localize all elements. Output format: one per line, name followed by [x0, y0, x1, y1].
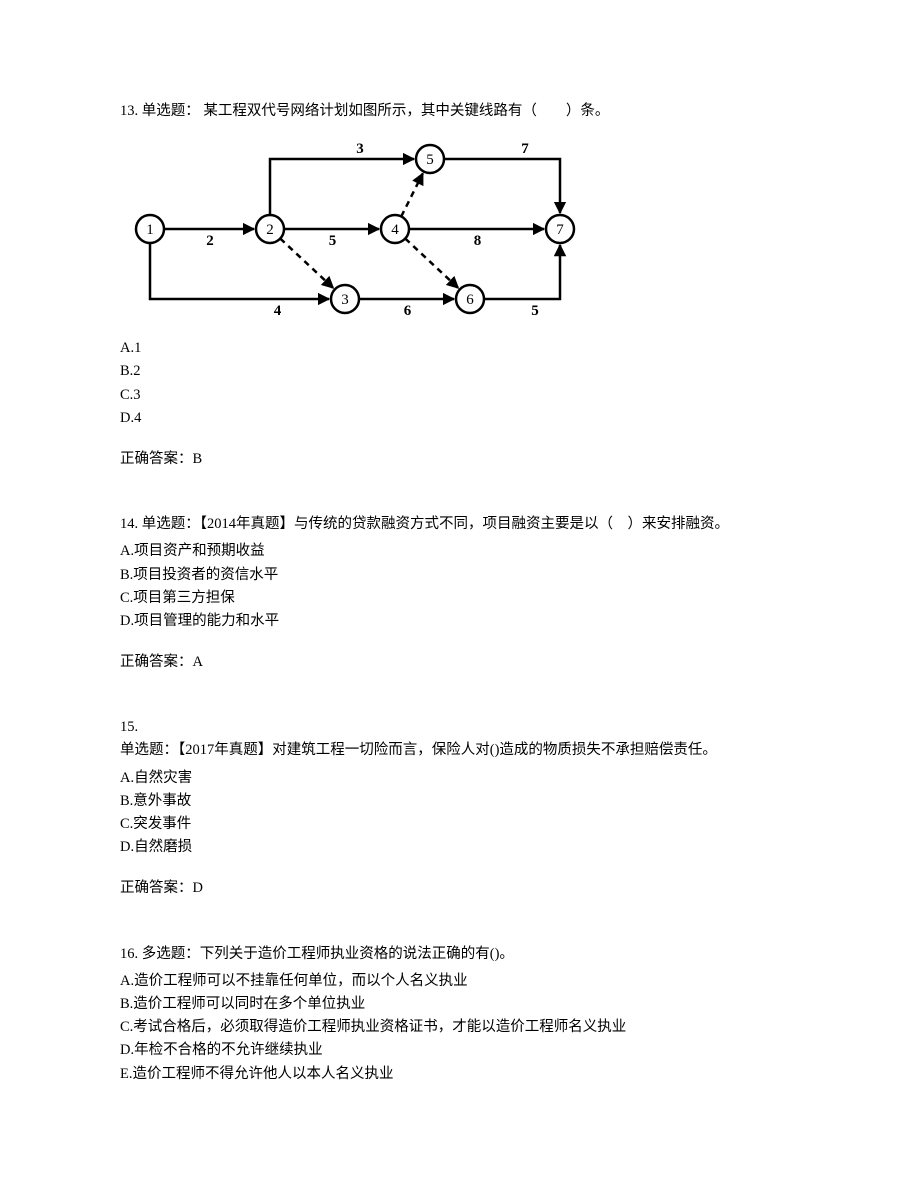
q15-options: A.自然灾害 B.意外事故 C.突发事件 D.自然磨损 [120, 767, 800, 860]
q15-option-b: B.意外事故 [120, 790, 800, 813]
question-15: 15. 单选题：【2017年真题】对建筑工程一切险而言，保险人对()造成的物质损… [120, 716, 800, 900]
q13-answer: 正确答案：B [120, 448, 800, 471]
q14-option-d: D.项目管理的能力和水平 [120, 610, 800, 633]
svg-text:2: 2 [206, 233, 214, 249]
svg-text:5: 5 [531, 303, 539, 319]
svg-text:5: 5 [426, 152, 434, 168]
svg-text:3: 3 [341, 292, 349, 308]
q15-option-d: D.自然磨损 [120, 836, 800, 859]
q16-option-e: E.造价工程师不得允许他人以本人名义执业 [120, 1063, 800, 1086]
svg-text:4: 4 [274, 303, 282, 319]
svg-text:2: 2 [266, 222, 274, 238]
q16-type: 多选题： [142, 946, 200, 962]
svg-text:4: 4 [391, 222, 399, 238]
question-14: 14. 单选题：【2014年真题】与传统的贷款融资方式不同，项目融资主要是以（ … [120, 513, 800, 674]
q16-option-b: B.造价工程师可以同时在多个单位执业 [120, 993, 800, 1016]
q15-stem-text: 对建筑工程一切险而言，保险人对()造成的物质损失不承担赔偿责任。 [272, 742, 717, 758]
q15-option-a: A.自然灾害 [120, 767, 800, 790]
q15-number: 15. [120, 719, 138, 735]
q16-option-a: A.造价工程师可以不挂靠任何单位，而以个人名义执业 [120, 970, 800, 993]
q13-option-b: B.2 [120, 360, 800, 383]
svg-text:7: 7 [521, 141, 529, 157]
svg-text:6: 6 [404, 303, 412, 319]
q15-type: 单选题： [120, 742, 178, 758]
q14-option-b: B.项目投资者的资信水平 [120, 564, 800, 587]
q13-stem: 13. 单选题： 某工程双代号网络计划如图所示，其中关键线路有（ ）条。 [120, 100, 800, 123]
q14-tag: 【2014年真题】 [200, 516, 294, 532]
q14-type: 单选题： [142, 516, 200, 532]
q13-number: 13. [120, 103, 138, 119]
q15-tag: 【2017年真题】 [178, 742, 272, 758]
q16-options: A.造价工程师可以不挂靠任何单位，而以个人名义执业 B.造价工程师可以同时在多个… [120, 970, 800, 1086]
q14-stem: 14. 单选题：【2014年真题】与传统的贷款融资方式不同，项目融资主要是以（ … [120, 513, 800, 536]
q13-network-diagram: 2 3 5 4 6 8 7 5 1 2 3 4 5 6 7 [120, 129, 800, 329]
q14-stem-text: 与传统的贷款融资方式不同，项目融资主要是以（ ）来安排融资。 [294, 516, 729, 532]
question-13: 13. 单选题： 某工程双代号网络计划如图所示，其中关键线路有（ ）条。 2 3 5… [120, 100, 800, 471]
q15-stem: 单选题：【2017年真题】对建筑工程一切险而言，保险人对()造成的物质损失不承担… [120, 739, 800, 762]
network-svg: 2 3 5 4 6 8 7 5 1 2 3 4 5 6 7 [120, 129, 590, 329]
q15-number-line: 15. [120, 716, 800, 739]
svg-text:6: 6 [466, 292, 474, 308]
q13-stem-text: 某工程双代号网络计划如图所示，其中关键线路有（ ）条。 [200, 103, 610, 119]
q14-number: 14. [120, 516, 138, 532]
q16-option-d: D.年检不合格的不允许继续执业 [120, 1039, 800, 1062]
svg-text:7: 7 [556, 222, 564, 238]
q15-option-c: C.突发事件 [120, 813, 800, 836]
q16-number: 16. [120, 946, 138, 962]
q14-option-c: C.项目第三方担保 [120, 587, 800, 610]
svg-text:3: 3 [356, 141, 364, 157]
q14-option-a: A.项目资产和预期收益 [120, 540, 800, 563]
question-16: 16. 多选题：下列关于造价工程师执业资格的说法正确的有()。 A.造价工程师可… [120, 943, 800, 1086]
q14-options: A.项目资产和预期收益 B.项目投资者的资信水平 C.项目第三方担保 D.项目管… [120, 540, 800, 633]
q14-answer: 正确答案：A [120, 651, 800, 674]
svg-text:5: 5 [329, 233, 337, 249]
q13-option-d: D.4 [120, 407, 800, 430]
q16-stem-text: 下列关于造价工程师执业资格的说法正确的有()。 [200, 946, 514, 962]
q13-options: A.1 B.2 C.3 D.4 [120, 337, 800, 430]
svg-text:1: 1 [146, 222, 154, 238]
document-page: 13. 单选题： 某工程双代号网络计划如图所示，其中关键线路有（ ）条。 2 3 5… [0, 0, 920, 1191]
q13-option-a: A.1 [120, 337, 800, 360]
q13-option-c: C.3 [120, 384, 800, 407]
q16-stem: 16. 多选题：下列关于造价工程师执业资格的说法正确的有()。 [120, 943, 800, 966]
q16-option-c: C.考试合格后，必须取得造价工程师执业资格证书，才能以造价工程师名义执业 [120, 1016, 800, 1039]
q15-answer: 正确答案：D [120, 877, 800, 900]
svg-text:8: 8 [474, 233, 482, 249]
q13-type: 单选题： [142, 103, 200, 119]
